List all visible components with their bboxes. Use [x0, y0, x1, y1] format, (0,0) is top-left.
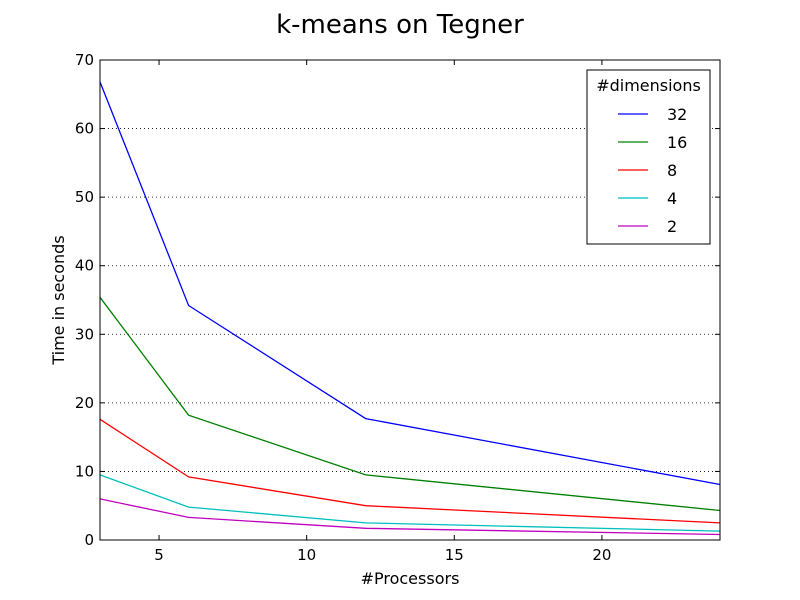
legend-label-4: 4 — [667, 189, 677, 208]
series-group — [99, 81, 721, 536]
y-tick-label: 20 — [75, 394, 94, 412]
legend-label-32: 32 — [667, 105, 687, 124]
x-tick-label: 5 — [154, 546, 164, 564]
y-tick-label: 30 — [75, 325, 94, 343]
y-tick-label: 70 — [75, 51, 94, 69]
legend-box — [586, 69, 711, 245]
legend-title: #dimensions — [596, 76, 701, 95]
series-line-4 — [99, 474, 721, 532]
legend: #dimensions 32 16 8 4 2 — [586, 69, 711, 245]
x-tick-label: 20 — [592, 546, 611, 564]
series-line-16 — [99, 296, 721, 512]
series-line-8 — [99, 418, 721, 524]
legend-label-2: 2 — [667, 217, 677, 236]
plot-frame — [99, 59, 721, 541]
chart-title: k-means on Tegner — [276, 10, 524, 40]
y-tick-label: 10 — [75, 462, 94, 480]
x-tick-label: 15 — [445, 546, 464, 564]
x-tick-label: 10 — [297, 546, 316, 564]
series-line-32 — [99, 81, 721, 486]
series-line-2 — [99, 498, 721, 536]
x-axis-label: #Processors — [361, 569, 460, 588]
legend-label-8: 8 — [667, 161, 677, 180]
y-tick-label: 60 — [75, 120, 94, 138]
y-tick-label: 40 — [75, 257, 94, 275]
y-axis-label: Time in seconds — [49, 235, 68, 365]
axis-ticks: 0 10 20 30 40 50 60 70 5 10 15 20 — [75, 51, 720, 564]
y-tick-label: 50 — [75, 188, 94, 206]
legend-label-16: 16 — [667, 133, 687, 152]
y-tick-label: 0 — [84, 531, 94, 549]
